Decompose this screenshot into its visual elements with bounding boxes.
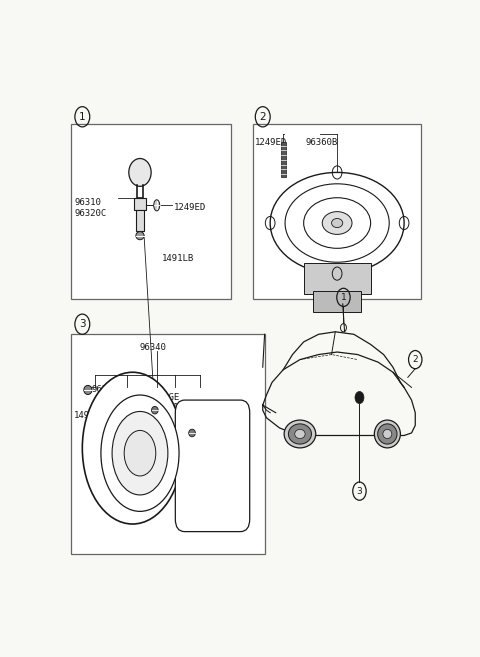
- Bar: [281, 142, 286, 177]
- Ellipse shape: [129, 158, 151, 187]
- Bar: [253, 124, 421, 299]
- Bar: [313, 291, 361, 311]
- Ellipse shape: [295, 430, 305, 438]
- Ellipse shape: [383, 430, 392, 438]
- Ellipse shape: [124, 430, 156, 476]
- Bar: [304, 263, 371, 294]
- Text: 1: 1: [341, 293, 347, 302]
- Ellipse shape: [322, 212, 352, 235]
- Ellipse shape: [83, 373, 183, 524]
- Bar: [71, 124, 231, 299]
- Ellipse shape: [152, 407, 158, 414]
- Text: 1249GE
1018AD: 1249GE 1018AD: [147, 393, 180, 413]
- Bar: [136, 210, 144, 231]
- Ellipse shape: [374, 420, 400, 448]
- Text: 96360A: 96360A: [118, 398, 150, 407]
- Ellipse shape: [84, 386, 92, 394]
- Text: 1: 1: [79, 112, 85, 122]
- Text: 96331: 96331: [92, 386, 119, 394]
- Ellipse shape: [270, 172, 404, 273]
- Text: 1491LB: 1491LB: [162, 254, 194, 263]
- Ellipse shape: [189, 429, 195, 437]
- Bar: [134, 198, 145, 210]
- Ellipse shape: [112, 411, 168, 495]
- Text: 2: 2: [259, 112, 266, 122]
- Ellipse shape: [101, 395, 179, 511]
- Text: 96310
96320C: 96310 96320C: [75, 198, 107, 217]
- Text: 1249ED: 1249ED: [255, 137, 288, 147]
- Text: 1491LB: 1491LB: [74, 411, 107, 420]
- Text: 3: 3: [79, 319, 85, 329]
- Text: 3: 3: [357, 487, 362, 495]
- Text: 1249ED: 1249ED: [181, 421, 213, 430]
- Ellipse shape: [136, 232, 144, 240]
- Text: 96360B: 96360B: [305, 137, 338, 147]
- Text: 2: 2: [412, 355, 418, 364]
- Ellipse shape: [332, 219, 343, 227]
- Text: 96340: 96340: [140, 344, 167, 352]
- FancyBboxPatch shape: [175, 400, 250, 532]
- Ellipse shape: [284, 420, 316, 448]
- Text: 1249ED: 1249ED: [173, 204, 206, 212]
- Ellipse shape: [378, 424, 397, 444]
- Ellipse shape: [288, 424, 312, 444]
- Ellipse shape: [285, 184, 389, 262]
- Ellipse shape: [154, 200, 160, 211]
- Ellipse shape: [304, 198, 371, 248]
- Circle shape: [355, 392, 364, 403]
- Bar: [71, 334, 264, 555]
